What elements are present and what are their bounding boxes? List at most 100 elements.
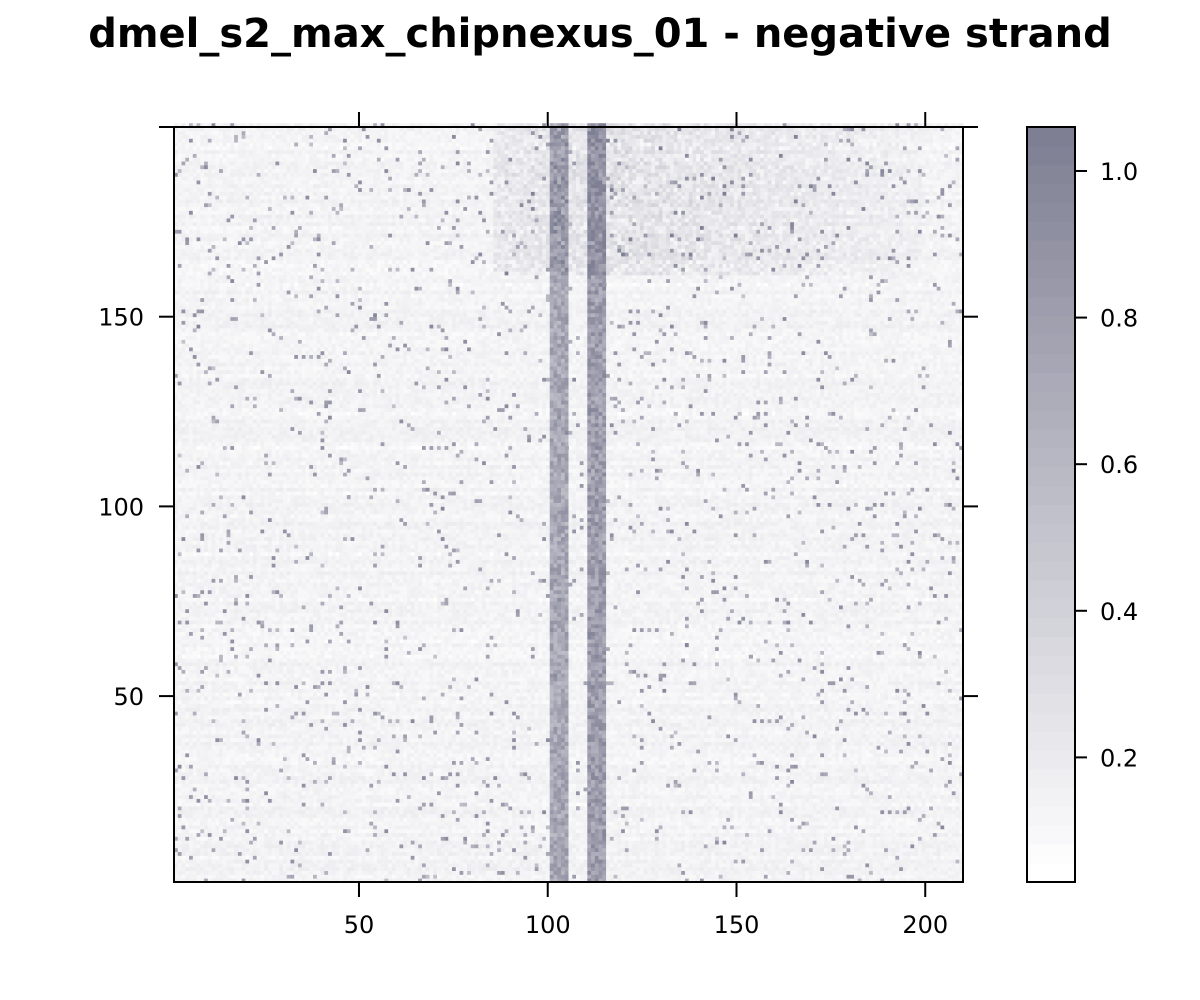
heatmap-cell [858, 825, 862, 829]
heatmap-cell [290, 863, 294, 867]
heatmap-cell [816, 806, 820, 810]
heatmap-cell [215, 855, 219, 859]
heatmap-cell [283, 855, 287, 859]
heatmap-cell [794, 806, 798, 810]
heatmap-cell [219, 859, 223, 863]
heatmap-cell [606, 821, 610, 825]
heatmap-cell [809, 818, 813, 822]
heatmap-cell [632, 852, 636, 856]
heatmap-cell [779, 871, 783, 875]
heatmap-cell [666, 852, 670, 856]
heatmap-cell [847, 836, 851, 840]
heatmap-cell [508, 848, 512, 852]
heatmap-cell [467, 852, 471, 856]
heatmap-cell [302, 818, 306, 822]
heatmap-cell [824, 818, 828, 822]
heatmap-cell [339, 848, 343, 852]
heatmap-cell [189, 867, 193, 871]
heatmap-cell [392, 818, 396, 822]
heatmap-cell [351, 814, 355, 818]
heatmap-cell [354, 844, 358, 848]
heatmap-cell [422, 836, 426, 840]
heatmap-cell [197, 867, 201, 871]
heatmap-cell [486, 848, 490, 852]
heatmap-cell [798, 814, 802, 818]
heatmap-cell [730, 844, 734, 848]
heatmap-cell [741, 844, 745, 848]
heatmap-cell [343, 802, 347, 806]
heatmap-cell [272, 848, 276, 852]
heatmap-cell [448, 806, 452, 810]
heatmap-cell [636, 836, 640, 840]
heatmap-cell [490, 802, 494, 806]
heatmap-cell [749, 821, 753, 825]
heatmap-cell [553, 859, 557, 863]
heatmap-cell [388, 799, 392, 803]
heatmap-cell [422, 855, 426, 859]
heatmap-cell [786, 821, 790, 825]
heatmap-cell [764, 848, 768, 852]
heatmap-cell [200, 836, 204, 840]
heatmap-cell [178, 829, 182, 833]
heatmap-cell [336, 799, 340, 803]
heatmap-cell [287, 867, 291, 871]
heatmap-cell [200, 844, 204, 848]
heatmap-cell [437, 814, 441, 818]
heatmap-cell [708, 810, 712, 814]
heatmap-cell [681, 810, 685, 814]
heatmap-cell [760, 810, 764, 814]
heatmap-cell [940, 874, 944, 878]
heatmap-cell [520, 795, 524, 799]
heatmap-cell [640, 867, 644, 871]
heatmap-cell [294, 863, 298, 867]
heatmap-cell [505, 818, 509, 822]
heatmap-cell [317, 840, 321, 844]
heatmap-cell [557, 825, 561, 829]
heatmap-cell [426, 867, 430, 871]
heatmap-cell [324, 829, 328, 833]
heatmap-cell [377, 871, 381, 875]
heatmap-cell [903, 821, 907, 825]
heatmap-cell [569, 829, 573, 833]
heatmap-cell [302, 863, 306, 867]
heatmap-cell [599, 799, 603, 803]
heatmap-cell [662, 863, 666, 867]
heatmap-cell [655, 848, 659, 852]
heatmap-cell [685, 852, 689, 856]
heatmap-cell [475, 855, 479, 859]
heatmap-cell [610, 840, 614, 844]
heatmap-cell [610, 802, 614, 806]
heatmap-cell [392, 836, 396, 840]
heatmap-cell [892, 833, 896, 837]
heatmap-cell [542, 821, 546, 825]
heatmap-cell [426, 814, 430, 818]
heatmap-cell [922, 859, 926, 863]
heatmap-cell [918, 806, 922, 810]
heatmap-cell [553, 810, 557, 814]
heatmap-cell [306, 806, 310, 810]
heatmap-cell [290, 848, 294, 852]
heatmap-cell [850, 874, 854, 878]
heatmap-cell [392, 825, 396, 829]
heatmap-cell [328, 795, 332, 799]
heatmap-cell [426, 802, 430, 806]
heatmap-cell [756, 818, 760, 822]
heatmap-cell [775, 852, 779, 856]
heatmap-cell [456, 818, 460, 822]
heatmap-cell [475, 802, 479, 806]
heatmap-cell [801, 802, 805, 806]
heatmap-cell [351, 821, 355, 825]
heatmap-cell [242, 867, 246, 871]
heatmap-cell [895, 810, 899, 814]
heatmap-cell [463, 810, 467, 814]
heatmap-cell [614, 836, 618, 840]
heatmap-cell [429, 836, 433, 840]
heatmap-cell [621, 829, 625, 833]
heatmap-cell [377, 814, 381, 818]
heatmap-cell [903, 795, 907, 799]
heatmap-cell [354, 825, 358, 829]
heatmap-cell [723, 802, 727, 806]
heatmap-cell [595, 806, 599, 810]
heatmap-cell [561, 795, 565, 799]
heatmap-cell [918, 825, 922, 829]
